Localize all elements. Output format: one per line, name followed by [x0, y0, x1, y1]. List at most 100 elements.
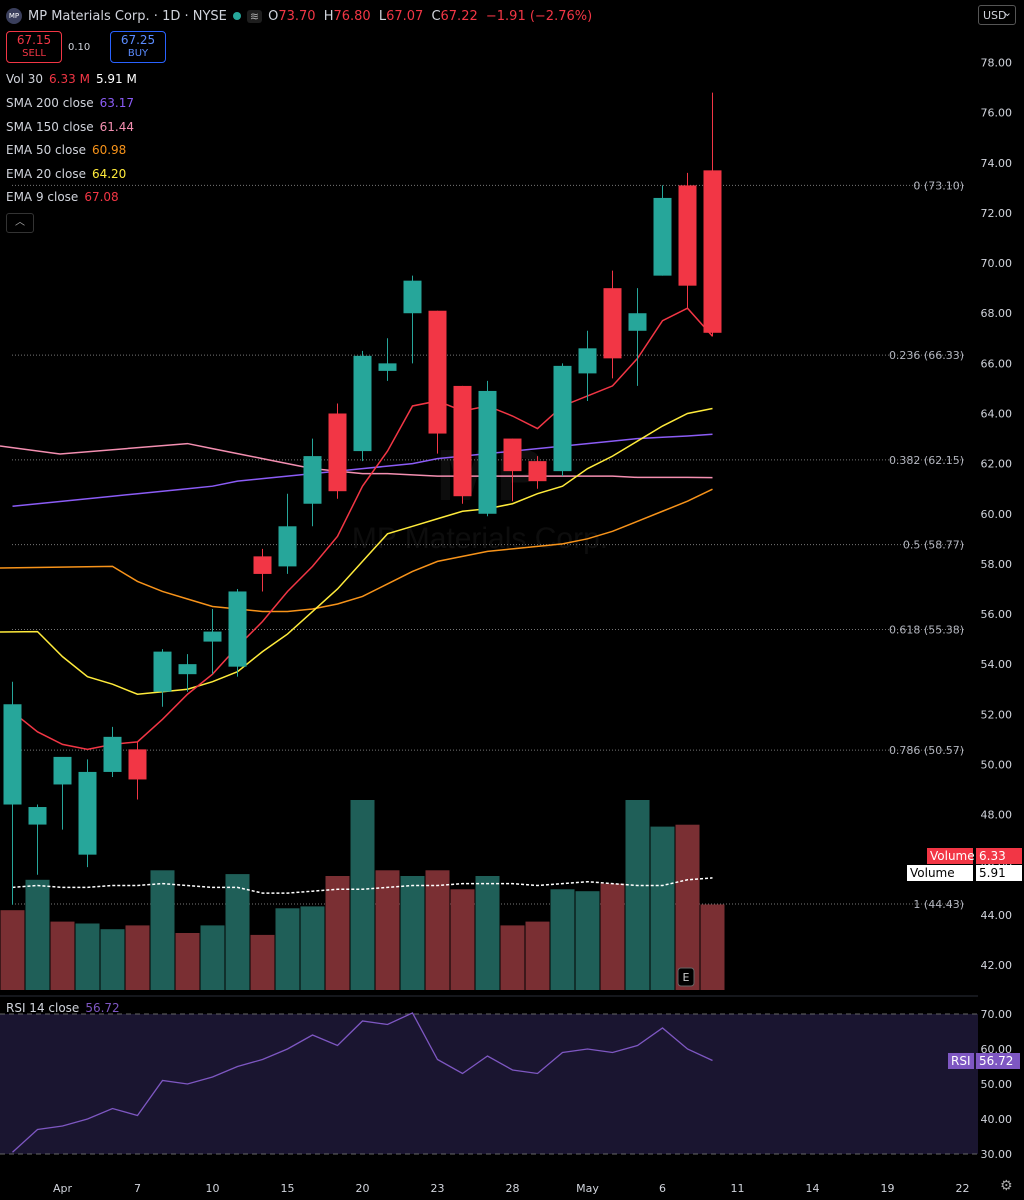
indicator-ema50[interactable]: EMA 50 close 60.98 — [6, 143, 127, 157]
price-axis-tick: 56.00 — [981, 608, 1013, 621]
candle-body[interactable] — [178, 664, 197, 675]
volume-bar[interactable] — [625, 800, 650, 990]
candle-body[interactable] — [353, 355, 372, 452]
candle-body[interactable] — [53, 756, 72, 785]
candle-body[interactable] — [203, 631, 222, 642]
sell-button[interactable]: 67.15 SELL — [6, 31, 62, 63]
volume-ma-tag-value: 5.91 M — [976, 865, 1022, 896]
candle-body[interactable] — [153, 651, 172, 692]
candle-body[interactable] — [528, 461, 547, 482]
volume-bar[interactable] — [275, 908, 300, 990]
volume-bar[interactable] — [75, 923, 100, 991]
candle-body[interactable] — [653, 197, 672, 276]
candle-body[interactable] — [403, 280, 422, 314]
volume-bar[interactable] — [225, 874, 250, 990]
candle-body[interactable] — [428, 310, 447, 434]
buy-price: 67.25 — [120, 33, 156, 47]
volume-bar[interactable] — [525, 921, 550, 990]
candle-body[interactable] — [253, 556, 272, 574]
ema50-line — [0, 488, 713, 613]
indicator-sma200[interactable]: SMA 200 close 63.17 — [6, 96, 134, 110]
volume-bar[interactable] — [575, 891, 600, 990]
indicator-volume[interactable]: Vol 30 6.33 M 5.91 M — [6, 72, 137, 86]
volume-bar[interactable] — [475, 876, 500, 990]
currency-select[interactable]: USD — [978, 3, 1016, 25]
volume-tag-label: Volume — [927, 848, 975, 864]
candle-body[interactable] — [378, 363, 397, 371]
volume-bar[interactable] — [200, 925, 225, 990]
volume-bar[interactable] — [550, 889, 575, 990]
volume-bar[interactable] — [125, 925, 150, 990]
volume-bar[interactable] — [375, 870, 400, 990]
fib-level-label: 1 (44.43) — [913, 898, 964, 911]
sma200-line — [12, 433, 713, 507]
candle-body[interactable] — [603, 288, 622, 359]
volume-bar[interactable] — [650, 826, 675, 990]
price-axis-tick: 72.00 — [981, 207, 1013, 220]
volume-bar[interactable] — [425, 870, 450, 990]
candle-body[interactable] — [453, 385, 472, 497]
indicator-ema9[interactable]: EMA 9 close 67.08 — [6, 190, 119, 204]
price-axis-tick: 60.00 — [981, 508, 1013, 521]
candle-body[interactable] — [128, 749, 147, 780]
price-axis-tick: 76.00 — [981, 107, 1013, 120]
spread-value: 0.10 — [68, 42, 91, 53]
volume-bar[interactable] — [150, 870, 175, 990]
price-axis-tick: 78.00 — [981, 57, 1013, 70]
buy-button[interactable]: 67.25 BUY — [110, 31, 166, 63]
volume-bar[interactable] — [700, 904, 725, 991]
candle-body[interactable] — [553, 365, 572, 472]
fib-level-label: 0 (73.10) — [913, 179, 964, 192]
candle-body[interactable] — [478, 390, 497, 514]
rsi-name: RSI 14 close — [6, 1001, 80, 1015]
ohlc-readout: O73.70 H76.80 L67.07 C67.22 −1.91 (−2.76… — [268, 9, 596, 24]
rsi-legend[interactable]: RSI 14 close 56.72 — [6, 1001, 120, 1015]
candle-body[interactable] — [78, 771, 97, 855]
volume-bar[interactable] — [50, 921, 75, 990]
indicator-ema20[interactable]: EMA 20 close 64.20 — [6, 167, 127, 181]
candle-body[interactable] — [3, 704, 22, 805]
candle-body[interactable] — [278, 526, 297, 567]
volume-bar[interactable] — [325, 876, 350, 990]
candle-body[interactable] — [678, 185, 697, 286]
earnings-icon[interactable] — [677, 967, 695, 987]
candle-body[interactable] — [303, 456, 322, 504]
volume-bar[interactable] — [450, 889, 475, 990]
volume-bar[interactable] — [0, 910, 25, 990]
volume-bar[interactable] — [175, 933, 200, 990]
ema9-line — [12, 307, 714, 751]
candle-body[interactable] — [28, 807, 47, 825]
price-axis-tick: 48.00 — [981, 809, 1013, 822]
volume-bar[interactable] — [350, 800, 375, 990]
symbol-header[interactable]: MP MP Materials Corp. · 1D · NYSE ≋ O73.… — [6, 8, 596, 24]
sma150-line — [0, 442, 713, 479]
volume-bar[interactable] — [25, 879, 50, 990]
change-label: −1.91 (−2.76%) — [485, 8, 593, 24]
volume-bar[interactable] — [500, 925, 525, 990]
volume-bar[interactable] — [300, 906, 325, 990]
volume-bar[interactable] — [675, 824, 700, 990]
symbol-title[interactable]: MP Materials Corp. · 1D · NYSE — [28, 8, 227, 24]
wave-icon[interactable]: ≋ — [246, 9, 263, 23]
close-label: C67.22 — [431, 8, 478, 24]
time-axis-tick: 6 — [659, 1182, 666, 1195]
candle-body[interactable] — [228, 591, 247, 667]
rsi-axis-tick: 70.00 — [981, 1008, 1013, 1021]
candle-body[interactable] — [328, 413, 347, 492]
volume-bar[interactable] — [600, 883, 625, 990]
rsi-tag-value: 56.72 — [976, 1053, 1020, 1069]
candle-body[interactable] — [628, 313, 647, 331]
candle-body[interactable] — [103, 736, 122, 772]
candle-body[interactable] — [703, 170, 722, 333]
chevron-up-icon[interactable]: ︿ — [6, 213, 34, 233]
volume-bar[interactable] — [400, 876, 425, 990]
time-axis-tick: 20 — [356, 1182, 370, 1195]
indicator-sma150[interactable]: SMA 150 close 61.44 — [6, 120, 134, 134]
candle-body[interactable] — [503, 438, 522, 472]
volume-bar[interactable] — [250, 934, 275, 990]
candle-body[interactable] — [578, 348, 597, 374]
gear-icon[interactable]: ⚙ — [1000, 1178, 1013, 1194]
volume-bar[interactable] — [100, 929, 125, 990]
